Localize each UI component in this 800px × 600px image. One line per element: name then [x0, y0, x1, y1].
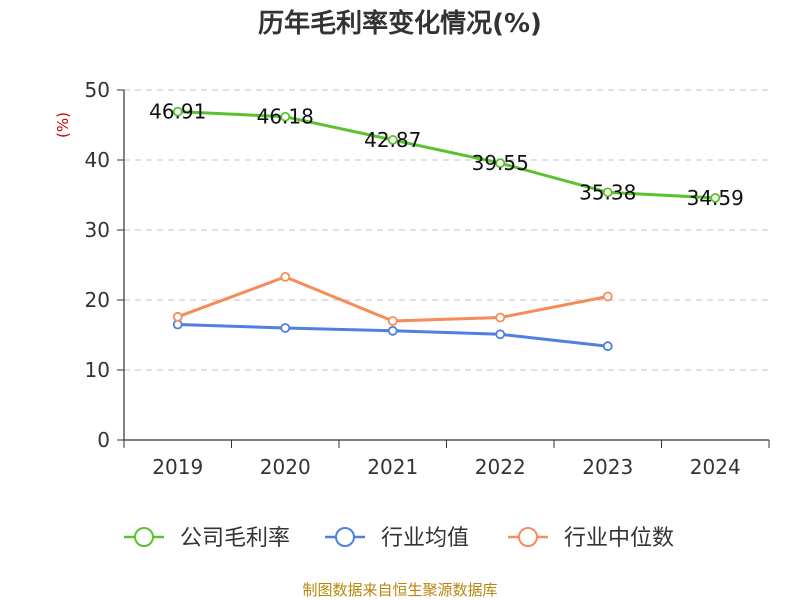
legend-marker [134, 527, 154, 547]
gridlines [124, 89, 769, 371]
data-label: 46.91 [149, 100, 206, 124]
data-label: 35.38 [579, 180, 636, 204]
y-axis-unit: (%) [54, 112, 72, 138]
chart-title: 历年毛利率变化情况(%) [258, 8, 542, 39]
series-point-0 [387, 135, 398, 145]
y-tick-label: 20 [85, 288, 110, 312]
series-point-0 [495, 158, 506, 169]
series-point-2 [172, 311, 183, 322]
data-label: 34.59 [687, 186, 744, 210]
legend-marker [518, 527, 538, 547]
series-point-0 [172, 106, 183, 117]
series-line-2 [176, 275, 610, 323]
series-point-2 [280, 271, 291, 282]
legend-item-label: 行业均值 [381, 526, 469, 551]
legend-marker [335, 527, 355, 547]
y-tick-label: 40 [85, 148, 110, 172]
series-point-1 [387, 325, 398, 336]
legend: 公司毛利率 行业均值 行业中位数 [124, 526, 674, 551]
series-point-0 [602, 187, 613, 198]
y-tick-label: 10 [85, 358, 110, 382]
legend-item-label: 公司毛利率 [180, 526, 290, 551]
series-group [172, 106, 721, 352]
data-label: 39.55 [472, 151, 529, 175]
axes [123, 90, 769, 441]
x-tick-label: 2023 [582, 455, 633, 479]
data-labels: 46.91 46.18 42.87 39.55 35.38 34.59 [149, 100, 744, 210]
y-axis-ticks: 0 10 20 30 40 50 [85, 78, 124, 452]
data-source-note: 制图数据来自恒生聚源数据库 [302, 581, 497, 599]
data-label: 46.18 [257, 105, 314, 129]
series-point-1 [172, 319, 183, 330]
series-point-1 [602, 341, 613, 352]
x-axis-ticks: 2019 2020 2021 2022 2023 2024 [123, 440, 770, 479]
series-point-0 [710, 192, 721, 203]
series-point-2 [387, 316, 398, 326]
y-tick-label: 30 [85, 218, 110, 242]
series-line-0 [176, 110, 717, 200]
series-point-1 [495, 329, 506, 340]
legend-item-label: 行业中位数 [564, 526, 674, 551]
x-tick-label: 2021 [367, 455, 418, 479]
series-point-2 [602, 291, 613, 302]
x-tick-label: 2022 [475, 455, 526, 479]
x-tick-label: 2024 [690, 455, 741, 479]
series-point-2 [495, 312, 506, 323]
data-label: 42.87 [364, 128, 421, 152]
series-point-1 [280, 323, 291, 333]
x-tick-label: 2019 [152, 455, 203, 479]
series-point-0 [280, 111, 291, 122]
y-tick-label: 50 [85, 78, 110, 102]
x-tick-label: 2020 [260, 455, 311, 479]
y-tick-label: 0 [97, 428, 110, 452]
